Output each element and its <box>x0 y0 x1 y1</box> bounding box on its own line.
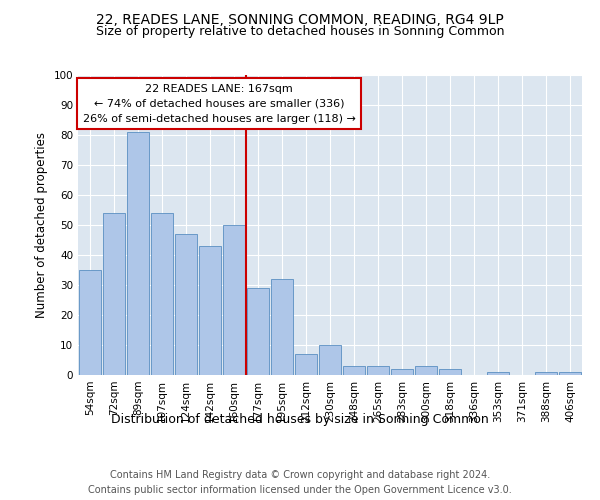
Bar <box>391 369 413 375</box>
Bar <box>343 366 365 375</box>
Bar <box>271 279 293 375</box>
Bar <box>127 132 149 375</box>
Bar <box>151 213 173 375</box>
Bar <box>223 225 245 375</box>
Bar <box>103 213 125 375</box>
Bar <box>295 354 317 375</box>
Bar <box>175 234 197 375</box>
Y-axis label: Number of detached properties: Number of detached properties <box>35 132 48 318</box>
Bar <box>439 369 461 375</box>
Text: Contains HM Land Registry data © Crown copyright and database right 2024.
Contai: Contains HM Land Registry data © Crown c… <box>88 470 512 495</box>
Bar <box>535 372 557 375</box>
Bar <box>79 270 101 375</box>
Bar <box>199 246 221 375</box>
Bar <box>415 366 437 375</box>
Bar <box>247 288 269 375</box>
Text: Size of property relative to detached houses in Sonning Common: Size of property relative to detached ho… <box>96 25 504 38</box>
Bar <box>559 372 581 375</box>
Bar <box>487 372 509 375</box>
Text: 22 READES LANE: 167sqm
← 74% of detached houses are smaller (336)
26% of semi-de: 22 READES LANE: 167sqm ← 74% of detached… <box>83 84 356 124</box>
Text: Distribution of detached houses by size in Sonning Common: Distribution of detached houses by size … <box>111 412 489 426</box>
Text: 22, READES LANE, SONNING COMMON, READING, RG4 9LP: 22, READES LANE, SONNING COMMON, READING… <box>96 12 504 26</box>
Bar <box>367 366 389 375</box>
Bar <box>319 345 341 375</box>
